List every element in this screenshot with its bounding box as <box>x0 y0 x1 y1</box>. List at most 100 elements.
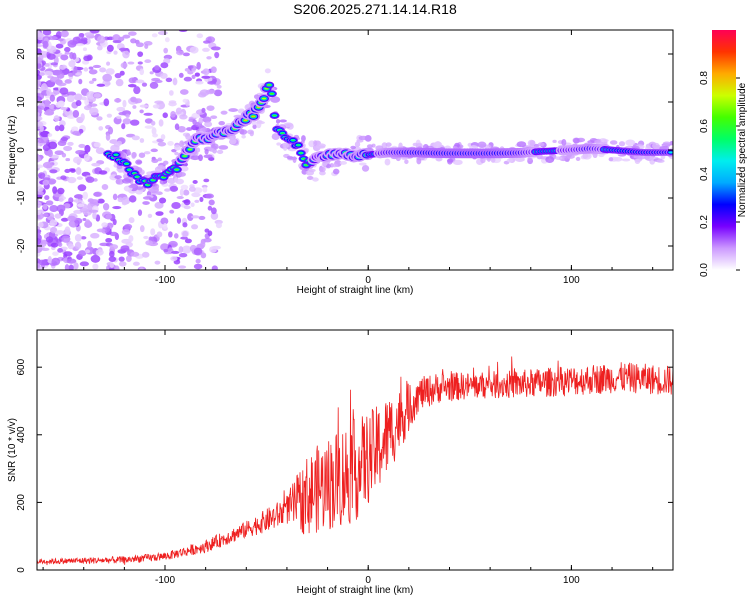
spectrogram-cell <box>322 161 328 166</box>
spectrogram-cell <box>98 170 108 175</box>
spectrogram-cell <box>653 144 661 149</box>
spectrogram-cell <box>96 83 106 87</box>
spectrogram-y-ticks: 20 10 0 -10 -20 <box>16 48 673 253</box>
spectrogram-cell <box>154 260 161 265</box>
spectrogram-cell <box>206 56 212 60</box>
spectrogram-cell <box>201 75 211 79</box>
spectrogram-cell <box>75 100 82 107</box>
spectrogram-cell <box>202 186 208 193</box>
spectrogram-cell <box>621 158 631 162</box>
spectrogram-cell <box>44 99 51 108</box>
snr-y-tick-label: 200 <box>16 494 27 511</box>
spectrogram-cell <box>207 205 213 211</box>
spectrogram-cell <box>275 119 281 124</box>
spectrogram-cell <box>58 124 65 132</box>
spectrogram-cell <box>130 38 137 44</box>
spectrogram-cell <box>98 126 104 131</box>
spectrogram-cell <box>71 126 79 133</box>
spectrogram-cell <box>202 126 207 133</box>
snr-frame <box>36 329 674 571</box>
spectrogram-cell <box>83 67 89 72</box>
spectrogram-cell <box>121 178 132 184</box>
spectrogram-cell <box>74 93 83 101</box>
spectrogram-cell <box>114 265 120 270</box>
spectrogram-cell <box>49 169 58 174</box>
spectrogram-cell <box>105 214 112 220</box>
spectrogram-cell <box>51 257 61 266</box>
spectrogram-cell <box>490 157 496 163</box>
spectrogram-cell <box>204 228 210 233</box>
spectrogram-cell <box>92 263 99 270</box>
spectrogram-cell <box>122 50 130 59</box>
spectrogram-cell <box>106 61 111 66</box>
spectrogram-cell <box>187 213 194 221</box>
spectrogram-cell <box>40 247 50 252</box>
spectrogram-cell <box>45 200 54 206</box>
spectrogram-cell <box>207 80 217 85</box>
spectrogram-cell <box>54 125 60 132</box>
spectrogram-cell <box>37 201 42 208</box>
spectrogram-cell <box>167 177 176 184</box>
spectrogram-cell <box>201 107 206 113</box>
spectrogram-cell <box>63 203 71 209</box>
spectrogram-cell <box>151 127 157 135</box>
spectrogram-cell <box>157 30 168 36</box>
snr-x-tick-label: 0 <box>365 575 371 586</box>
spectrogram-x-tick-label: 100 <box>563 275 580 286</box>
spectrogram-cell <box>37 57 43 64</box>
spectrogram-cell <box>121 228 131 235</box>
spectrogram-cell <box>121 201 128 206</box>
spectrogram-cell <box>164 37 170 43</box>
spectrogram-cell <box>191 224 199 230</box>
spectrogram-cell <box>95 214 101 222</box>
spectrogram-cell <box>49 204 59 213</box>
spectrogram-cell <box>39 130 50 138</box>
spectrogram-cell <box>97 198 105 204</box>
spectrogram-cell <box>452 159 463 166</box>
spectrogram-cell <box>37 116 43 121</box>
snr-y-tick-label: 600 <box>16 358 27 375</box>
spectrogram-y-label: Frequency (Hz) <box>7 116 18 185</box>
spectrogram-cell <box>112 218 117 226</box>
spectrogram-cell <box>188 186 196 192</box>
spectrogram-cell <box>149 71 154 75</box>
spectrogram-cell <box>174 151 179 156</box>
spectrogram-cell <box>39 72 45 76</box>
spectrogram-cell <box>133 86 141 95</box>
spectrogram-cell <box>114 98 122 103</box>
spectrogram-cell <box>91 162 101 167</box>
spectrogram-cell <box>151 33 158 38</box>
spectrogram-cell <box>108 256 117 263</box>
spectrogram-cell <box>175 178 185 185</box>
colorbar-ticks: 0.0 0.2 0.4 0.6 0.8 <box>699 71 740 277</box>
spectrogram-cell <box>160 217 169 225</box>
spectrogram-cell <box>189 46 199 54</box>
spectrogram-cell <box>218 120 226 126</box>
spectrogram-cell <box>331 163 339 168</box>
spectrogram-cell <box>179 188 184 197</box>
spectrogram-cell <box>64 226 71 235</box>
spectrogram-cell <box>174 123 180 131</box>
spectrogram-cell <box>171 201 181 210</box>
spectrogram-cell <box>178 246 184 253</box>
spectrogram-cell <box>105 237 113 243</box>
spectrogram-x-tick-label: -100 <box>155 275 175 286</box>
spectrogram-cell <box>47 256 52 264</box>
spectrogram-ridge-cell <box>280 132 285 135</box>
spectrogram-cell <box>154 79 163 83</box>
spectrogram-cell <box>42 203 48 210</box>
spectrogram-cell <box>60 136 69 142</box>
spectrogram-cell <box>78 143 86 149</box>
spectrogram-cell <box>128 195 137 203</box>
spectrogram-cell <box>37 95 43 102</box>
spectrogram-cell <box>147 213 153 218</box>
spectrogram-cell <box>105 133 111 141</box>
spectrogram-cell <box>142 196 152 200</box>
spectrogram-cell <box>37 210 42 216</box>
spectrogram-cell <box>139 138 145 143</box>
spectrogram-ridge-cell <box>298 152 304 154</box>
spectrogram-cell <box>125 113 130 118</box>
snr-x-tick-label: -100 <box>155 575 175 586</box>
spectrogram-cell <box>61 235 71 243</box>
spectrogram-cell <box>95 249 104 256</box>
